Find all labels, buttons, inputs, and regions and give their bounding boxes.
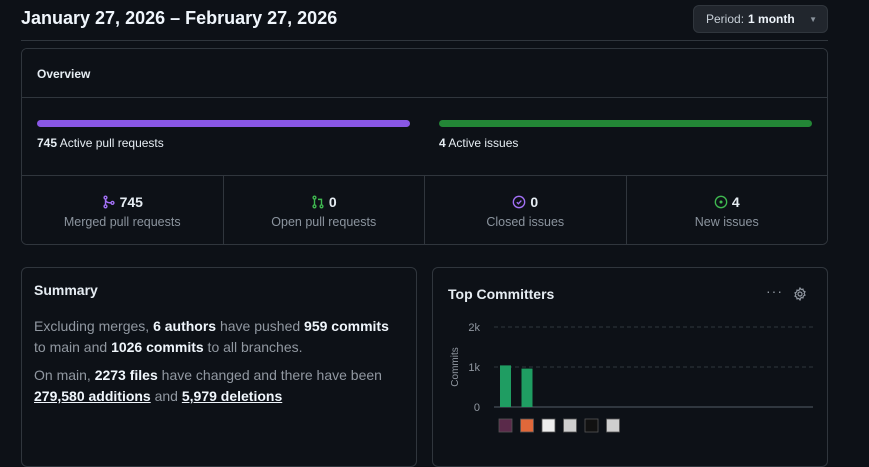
gear-icon[interactable] [793, 287, 807, 301]
stat-value: 745 [119, 194, 143, 210]
summary-title: Summary [34, 282, 98, 298]
active-prs-label: Active pull requests [59, 136, 164, 150]
text: and [150, 388, 182, 404]
issue-closed-icon [513, 195, 526, 209]
text: have changed and there have been [157, 367, 382, 383]
git-merge-icon [102, 195, 115, 209]
caret-down-icon: ▼ [809, 14, 817, 24]
period-label: Period: [706, 12, 745, 26]
active-prs-link[interactable]: 745 Active pull requests [37, 136, 164, 150]
avatar-1[interactable] [498, 418, 513, 433]
period-value: 1 month [748, 12, 795, 26]
y-tick-label: 1k [468, 362, 480, 374]
text: have pushed [216, 318, 305, 334]
y-axis-label: Commits [450, 347, 461, 386]
avatar-6[interactable] [606, 418, 620, 433]
active-prs-bar [37, 120, 410, 127]
divider [21, 40, 828, 41]
stat-open-prs[interactable]: 0 Open pull requests [224, 176, 425, 244]
avatar-github[interactable] [584, 418, 599, 433]
additions-link[interactable]: 279,580 additions [34, 388, 151, 404]
avatar-4[interactable] [563, 418, 577, 433]
stat-label: Merged pull requests [63, 215, 181, 229]
active-issues-label: Active issues [448, 136, 519, 150]
stat-label: Closed issues [486, 215, 565, 229]
summary-files-text: On main, 2273 files have changed and the… [34, 365, 404, 407]
summary-commits-text: Excluding merges, 6 authors have pushed … [34, 316, 404, 358]
stat-value: 0 [328, 194, 337, 210]
avatar-2[interactable] [520, 418, 534, 433]
stat-value: 4 [731, 194, 740, 210]
page-title: January 27, 2026 – February 27, 2026 [21, 8, 338, 28]
top-committers-panel: Top Committers ··· 0 1k 2k Commits [432, 267, 828, 467]
text: to main and [34, 339, 112, 355]
stat-new-issues[interactable]: 4 New issues [627, 176, 828, 244]
active-issues-count: 4 [439, 136, 446, 150]
kebab-horizontal-icon[interactable]: ··· [766, 283, 783, 299]
files-count: 2273 files [94, 367, 158, 383]
top-committers-title: Top Committers [448, 286, 555, 302]
git-pull-request-icon [312, 195, 324, 209]
avatar-3[interactable] [541, 418, 556, 433]
commits-all: 1026 commits [111, 339, 204, 355]
active-prs-count: 745 [37, 136, 58, 150]
period-dropdown[interactable]: Period: 1 month ▼ [693, 5, 828, 33]
commits-main: 959 commits [304, 318, 389, 334]
authors-count: 6 authors [153, 318, 217, 334]
text: Excluding merges, [34, 318, 154, 334]
overview-panel: Overview 745 Active pull requests 4 Acti… [21, 48, 828, 245]
stat-closed-issues[interactable]: 0 Closed issues [425, 176, 627, 244]
bar[interactable] [521, 368, 533, 407]
stat-label: Open pull requests [271, 215, 377, 229]
y-tick-label: 2k [468, 322, 480, 334]
text: to all branches. [203, 339, 303, 355]
deletions-link[interactable]: 5,979 deletions [181, 388, 283, 404]
overview-title: Overview [22, 49, 827, 98]
stat-label: New issues [694, 215, 759, 229]
y-tick-label: 0 [474, 402, 480, 414]
issue-opened-icon [714, 195, 728, 209]
summary-panel: Summary Excluding merges, 6 authors have… [21, 267, 417, 467]
bar[interactable] [500, 365, 511, 407]
text: On main, [34, 367, 95, 383]
stat-merged-prs[interactable]: 745 Merged pull requests [22, 176, 224, 244]
stat-value: 0 [530, 194, 539, 210]
top-committers-chart: 0 1k 2k Commits [450, 322, 813, 433]
active-issues-link[interactable]: 4 Active issues [439, 136, 518, 150]
active-issues-bar [439, 120, 812, 127]
